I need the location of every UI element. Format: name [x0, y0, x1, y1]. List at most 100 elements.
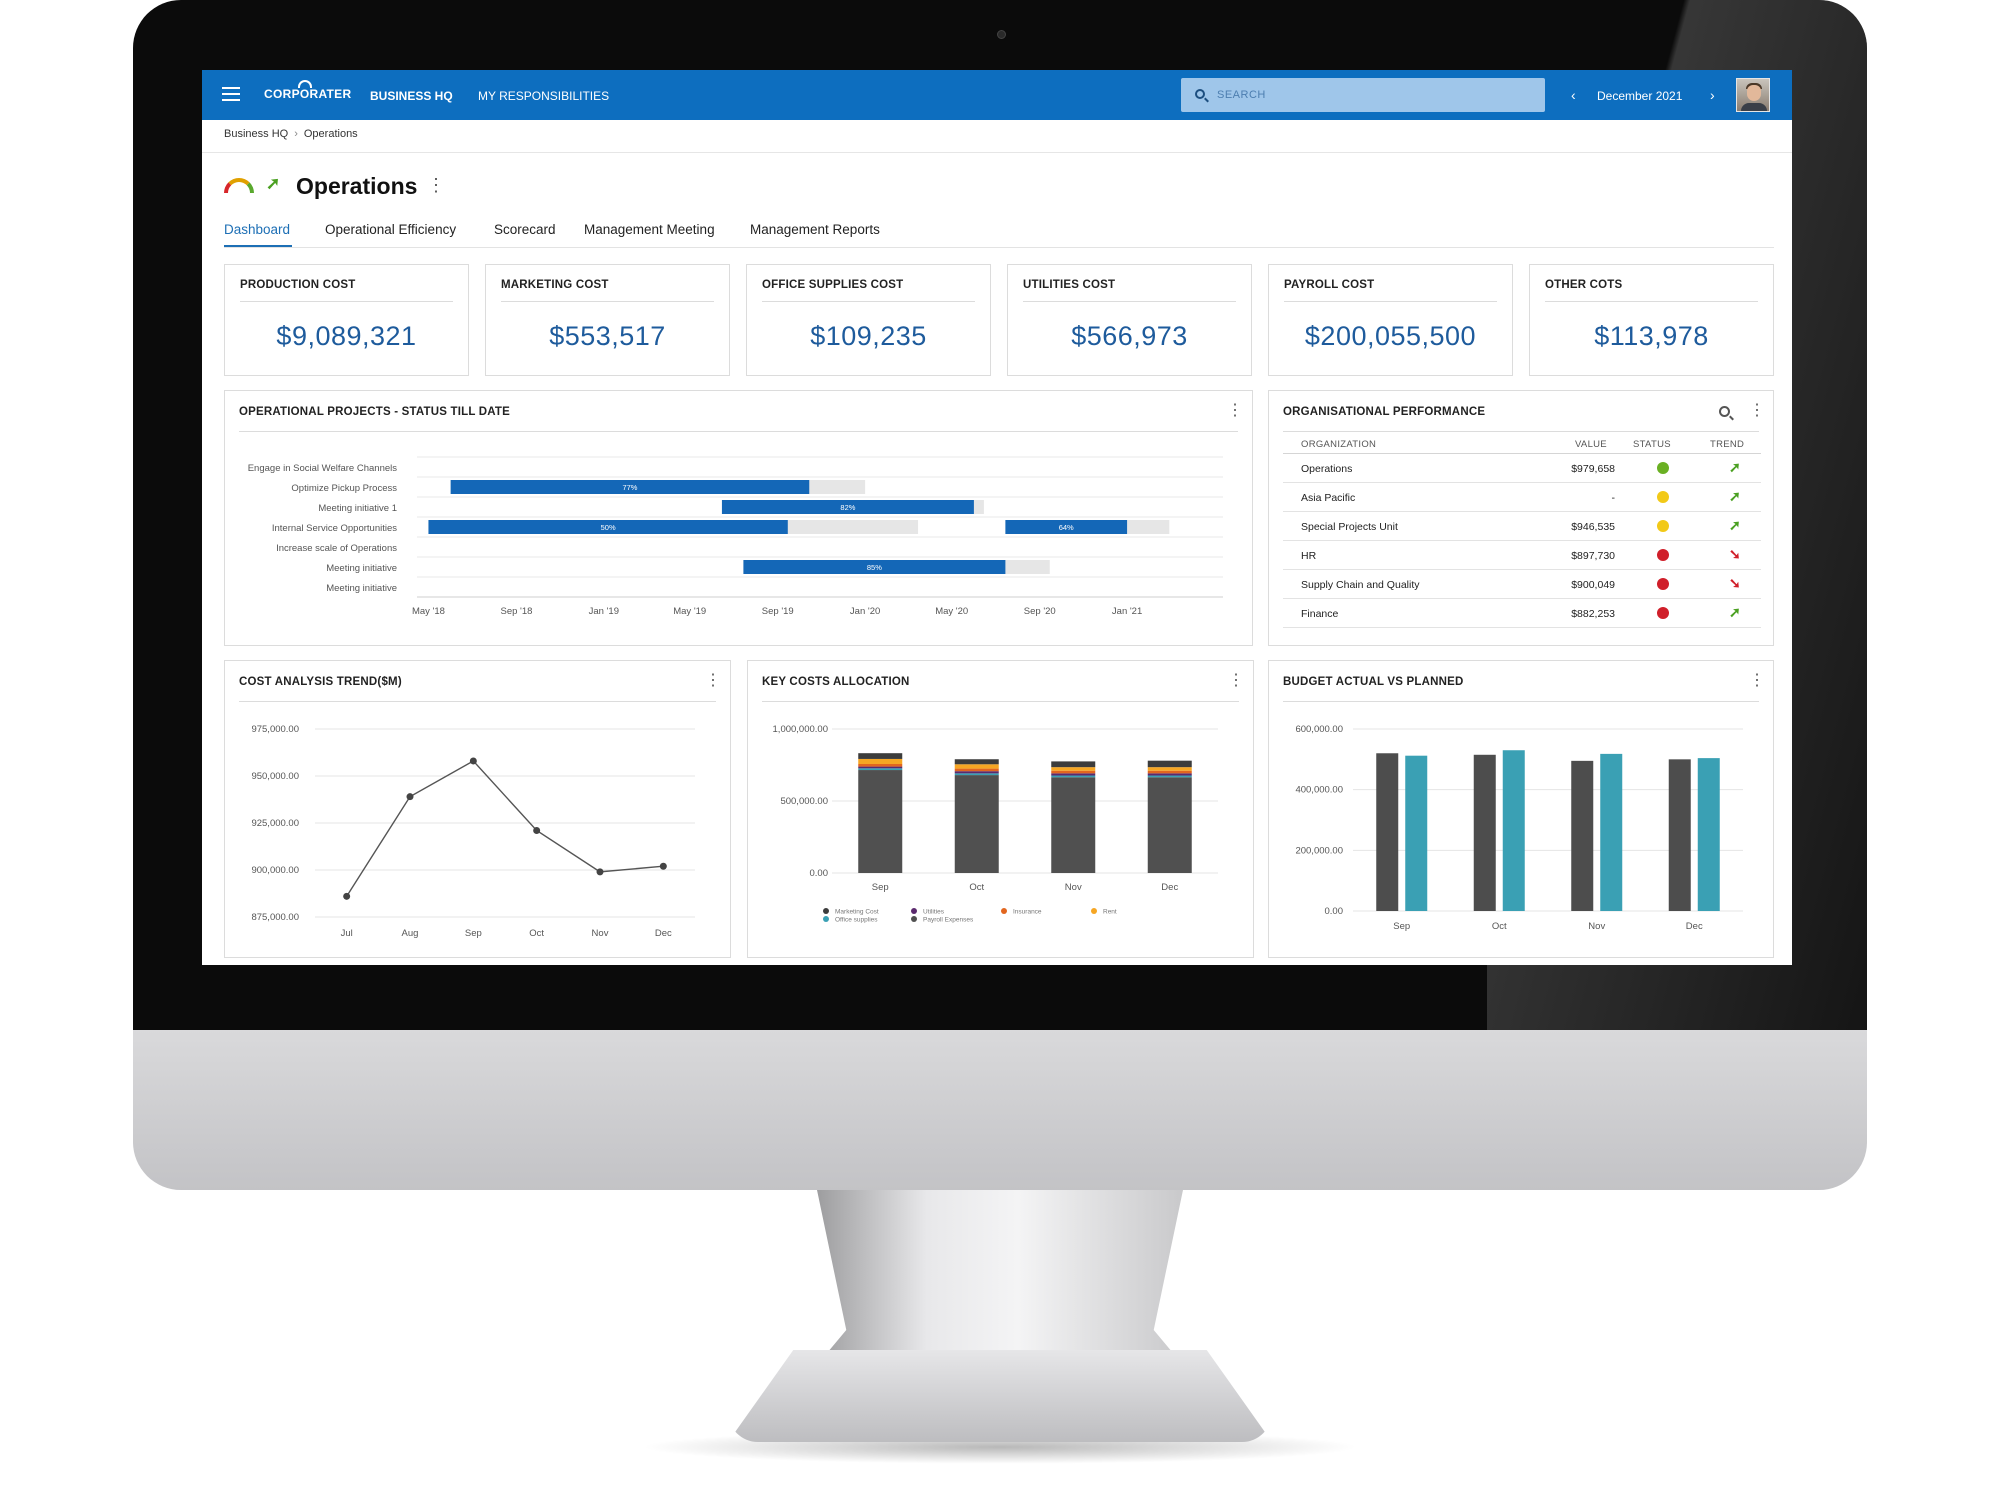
legend-label: Rent: [1103, 909, 1117, 916]
tab-scorecard[interactable]: Scorecard: [494, 222, 556, 237]
gantt-progress-bar: [743, 560, 1006, 574]
more-options-icon[interactable]: ⋮: [1227, 402, 1243, 419]
column-header-value[interactable]: VALUE: [1575, 439, 1607, 450]
kpi-card-other-costs[interactable]: OTHER COTS $113,978: [1529, 264, 1774, 376]
kpi-label: UTILITIES COST: [1023, 279, 1116, 291]
kpi-card-utilities-cost[interactable]: UTILITIES COST $566,973: [1007, 264, 1252, 376]
gantt-tick-label: May '19: [673, 606, 706, 617]
chevron-right-icon[interactable]: ›: [1710, 87, 1715, 103]
table-row[interactable]: Special Projects Unit $946,535 ➚: [1283, 512, 1761, 541]
monitor-stand-neck: [817, 1190, 1183, 1365]
data-point: [343, 892, 351, 900]
y-tick-label: 400,000.00: [1295, 785, 1343, 796]
y-tick-label: 0.00: [810, 868, 829, 879]
org-value: $979,658: [1571, 463, 1615, 475]
kpi-divider: [762, 301, 975, 302]
search-icon[interactable]: [1719, 406, 1730, 417]
kpi-value: $566,973: [1071, 321, 1188, 351]
more-options-icon[interactable]: ⋮: [427, 175, 445, 195]
bar: [1502, 750, 1525, 911]
logo[interactable]: CORPORATER: [264, 87, 352, 101]
org-value: $946,535: [1571, 521, 1615, 533]
status-dot-icon: [1657, 549, 1669, 561]
table-row[interactable]: Finance $882,253 ➚: [1283, 599, 1761, 628]
search-box[interactable]: [1181, 78, 1545, 112]
period-date[interactable]: December 2021: [1597, 89, 1683, 103]
grouped-bar-chart: 600,000.00 400,000.00 200,000.00 0.00 Sep Oct…: [1295, 724, 1743, 932]
avatar[interactable]: [1736, 78, 1770, 112]
legend-swatch: [1001, 908, 1007, 914]
stacked-bar-segment: [858, 758, 903, 764]
nav-my-responsibilities[interactable]: MY RESPONSIBILITIES: [478, 89, 610, 103]
nav-business-hq[interactable]: BUSINESS HQ: [370, 89, 453, 103]
trend-down-icon: ➘: [1729, 575, 1741, 591]
legend-swatch: [911, 916, 917, 922]
trend-up-icon: ➚: [266, 174, 281, 193]
tabs-divider: [224, 247, 1774, 248]
stacked-bar-segment: [1051, 770, 1096, 774]
gantt-row-label: Optimize Pickup Process: [291, 483, 397, 494]
kpi-card-office-supplies-cost[interactable]: OFFICE SUPPLIES COST $109,235: [746, 264, 991, 376]
tab-operational-efficiency[interactable]: Operational Efficiency: [325, 222, 457, 237]
table-row[interactable]: Supply Chain and Quality $900,049 ➘: [1283, 570, 1761, 599]
x-tick-label: Dec: [655, 928, 672, 939]
gantt-tick-label: May '18: [412, 606, 445, 617]
panel-title: KEY COSTS ALLOCATION: [762, 676, 910, 688]
legend-swatch: [823, 916, 829, 922]
kpi-card-production-cost[interactable]: PRODUCTION COST $9,089,321: [224, 264, 469, 376]
chevron-left-icon[interactable]: ‹: [1571, 87, 1576, 103]
table-row[interactable]: Asia Pacific - ➚: [1283, 483, 1761, 512]
tab-management-meeting[interactable]: Management Meeting: [584, 222, 715, 237]
more-options-icon[interactable]: ⋮: [1749, 402, 1765, 419]
table-row[interactable]: HR $897,730 ➘: [1283, 541, 1761, 570]
kpi-card-marketing-cost[interactable]: MARKETING COST $553,517: [485, 264, 730, 376]
breadcrumb-business-hq[interactable]: Business HQ: [224, 128, 289, 140]
gantt-progress-bar: [1005, 520, 1128, 534]
kpi-divider: [501, 301, 714, 302]
stacked-bar-segment: [954, 764, 999, 769]
stacked-bar-segment: [858, 770, 903, 873]
data-point: [533, 827, 541, 835]
tab-dashboard[interactable]: Dashboard: [224, 222, 291, 237]
kpi-divider: [1545, 301, 1758, 302]
column-header-organization[interactable]: ORGANIZATION: [1301, 439, 1377, 450]
more-options-icon[interactable]: ⋮: [1749, 672, 1765, 689]
kpi-label: OFFICE SUPPLIES COST: [762, 279, 904, 291]
gantt-row-label: Internal Service Opportunities: [272, 523, 397, 534]
more-options-icon[interactable]: ⋮: [1228, 672, 1244, 689]
stacked-bar-segment: [954, 771, 999, 774]
panel-title: BUDGET ACTUAL VS PLANNED: [1283, 676, 1464, 688]
more-options-icon[interactable]: ⋮: [705, 672, 721, 689]
stacked-bar-segment: [858, 768, 903, 771]
panel-title: OPERATIONAL PROJECTS - STATUS TILL DATE: [239, 406, 511, 418]
table-row[interactable]: Operations $979,658 ➚: [1283, 454, 1761, 483]
legend-label: Utilities: [923, 909, 945, 916]
stacked-bar-chart: 1,000,000.00 500,000.00 0.00 Sep Oct Nov Dec Ma…: [773, 724, 1218, 924]
menu-icon[interactable]: [222, 87, 240, 101]
panel-key-costs-allocation: KEY COSTS ALLOCATION ⋮ 1,000,000.00 500,0…: [747, 660, 1254, 958]
stacked-bar-segment: [1147, 777, 1192, 873]
kpi-card-payroll-cost[interactable]: PAYROLL COST $200,055,500: [1268, 264, 1513, 376]
x-tick-label: Oct: [1492, 921, 1507, 932]
panel-organisational-performance: ORGANISATIONAL PERFORMANCE ⋮ ORGANIZATIO…: [1268, 390, 1774, 646]
legend-label: Payroll Expenses: [923, 917, 974, 924]
gantt-tick-label: Sep '19: [762, 606, 794, 617]
column-header-trend[interactable]: TREND: [1710, 439, 1745, 450]
gantt-tick-label: Jan '19: [589, 606, 619, 617]
org-value: $900,049: [1571, 579, 1615, 591]
column-header-status[interactable]: STATUS: [1633, 439, 1671, 450]
gantt-progress-bar: [450, 480, 810, 494]
breadcrumb-operations[interactable]: Operations: [303, 128, 358, 140]
y-tick-label: 0.00: [1325, 906, 1344, 917]
bar: [1571, 760, 1594, 911]
tab-management-reports[interactable]: Management Reports: [750, 222, 880, 237]
status-dot-icon: [1657, 462, 1669, 474]
gantt-row-label: Meeting initiative: [326, 583, 397, 594]
search-input[interactable]: [1217, 86, 1517, 104]
gantt-tick-label: Sep '18: [501, 606, 533, 617]
status-dot-icon: [1657, 607, 1669, 619]
gantt-row-label: Increase scale of Operations: [276, 543, 397, 554]
legend-label: Marketing Cost: [835, 909, 879, 916]
y-tick-label: 200,000.00: [1295, 845, 1343, 856]
screen: CORPORATER BUSINESS HQ MY RESPONSIBILITI…: [202, 70, 1792, 965]
